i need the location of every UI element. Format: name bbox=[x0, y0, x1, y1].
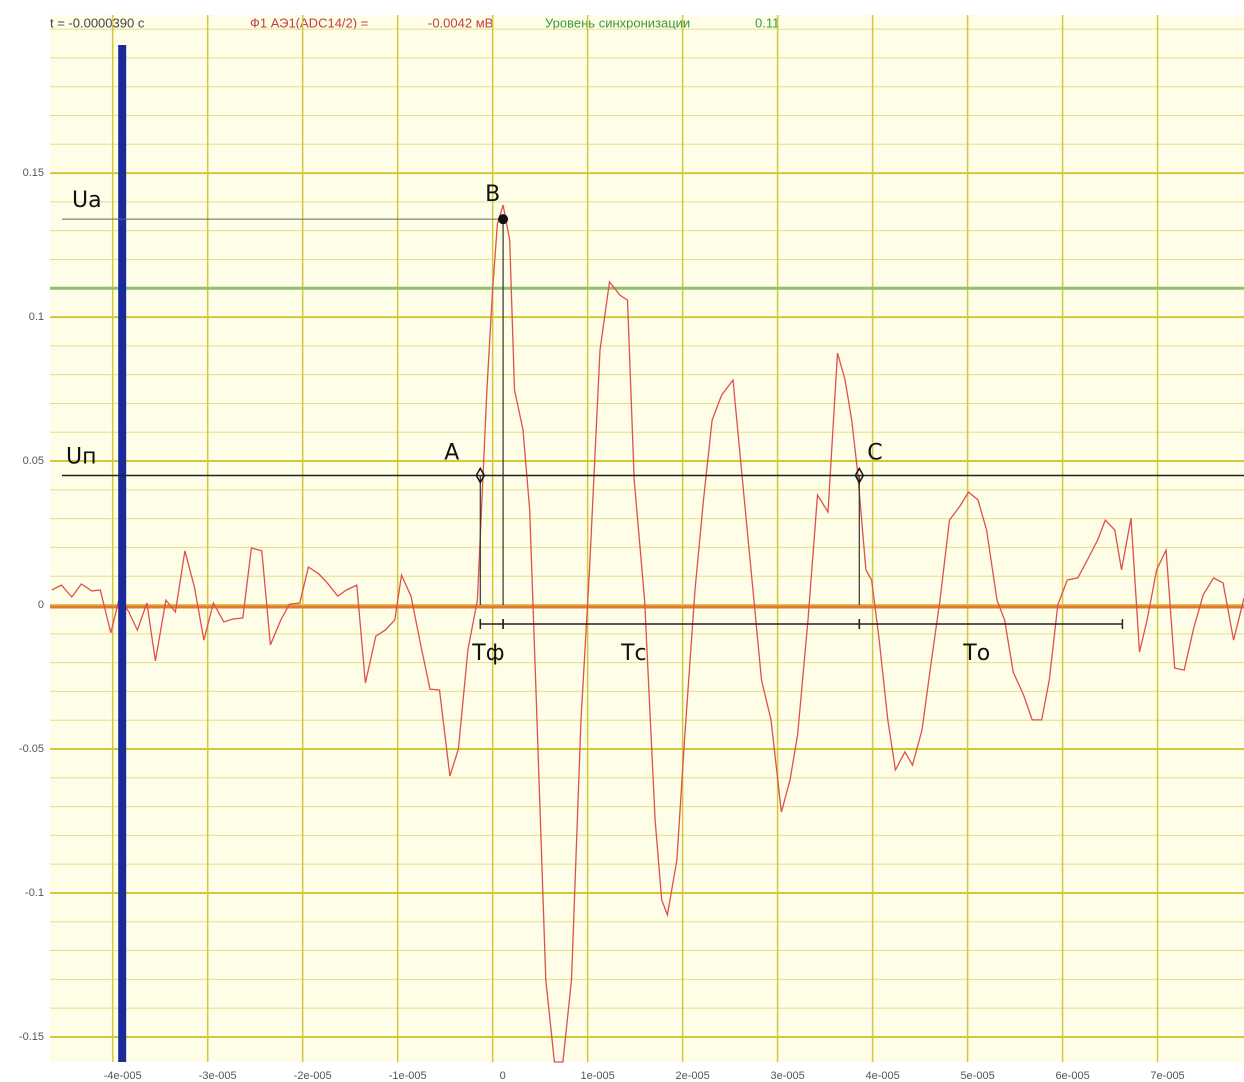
interval-label: То bbox=[962, 641, 990, 666]
x-tick-label: 4e-005 bbox=[865, 1070, 899, 1082]
y-tick-label: -0.15 bbox=[19, 1031, 44, 1043]
plot-area bbox=[50, 15, 1244, 1062]
point-label: A bbox=[444, 440, 459, 465]
x-tick-label: 0 bbox=[500, 1070, 506, 1082]
un-label: Uп bbox=[66, 444, 97, 469]
ua-label: Ua bbox=[72, 188, 102, 213]
time-readout: t = -0.0000390 с bbox=[50, 15, 145, 30]
x-tick-label: 7e-005 bbox=[1150, 1070, 1184, 1082]
channel-value: -0.0042 мВ bbox=[428, 15, 493, 30]
point-marker bbox=[498, 214, 509, 225]
point-label: C bbox=[867, 440, 882, 465]
x-tick-label: 1e-005 bbox=[580, 1070, 614, 1082]
y-tick-label: 0 bbox=[38, 599, 44, 611]
sync-label: Уровень синхронизации bbox=[545, 15, 690, 30]
point-label: B bbox=[485, 182, 500, 207]
y-tick-label: 0.1 bbox=[29, 311, 44, 323]
x-tick-label: 5e-005 bbox=[960, 1070, 994, 1082]
sync-value: 0.11 bbox=[755, 15, 779, 30]
channel-label: Ф1 АЭ1(ADC14/2) = bbox=[250, 15, 368, 30]
point-marker bbox=[854, 466, 865, 484]
interval-label: Тф bbox=[471, 641, 504, 666]
y-tick-label: -0.1 bbox=[25, 887, 44, 899]
interval-label: Тс bbox=[620, 641, 647, 666]
x-tick-label: -4e-005 bbox=[104, 1070, 142, 1082]
point-marker bbox=[475, 466, 486, 484]
x-tick-label: 3e-005 bbox=[770, 1070, 804, 1082]
x-tick-label: -3e-005 bbox=[199, 1070, 237, 1082]
waveform bbox=[51, 204, 1244, 1063]
x-tick-label: -1e-005 bbox=[389, 1070, 427, 1082]
y-tick-label: 0.15 bbox=[23, 167, 44, 179]
x-tick-label: -2e-005 bbox=[294, 1070, 332, 1082]
x-tick-label: 2e-005 bbox=[675, 1070, 709, 1082]
x-tick-label: 6e-005 bbox=[1055, 1070, 1089, 1082]
y-tick-label: -0.05 bbox=[19, 743, 44, 755]
y-tick-label: 0.05 bbox=[23, 455, 44, 467]
